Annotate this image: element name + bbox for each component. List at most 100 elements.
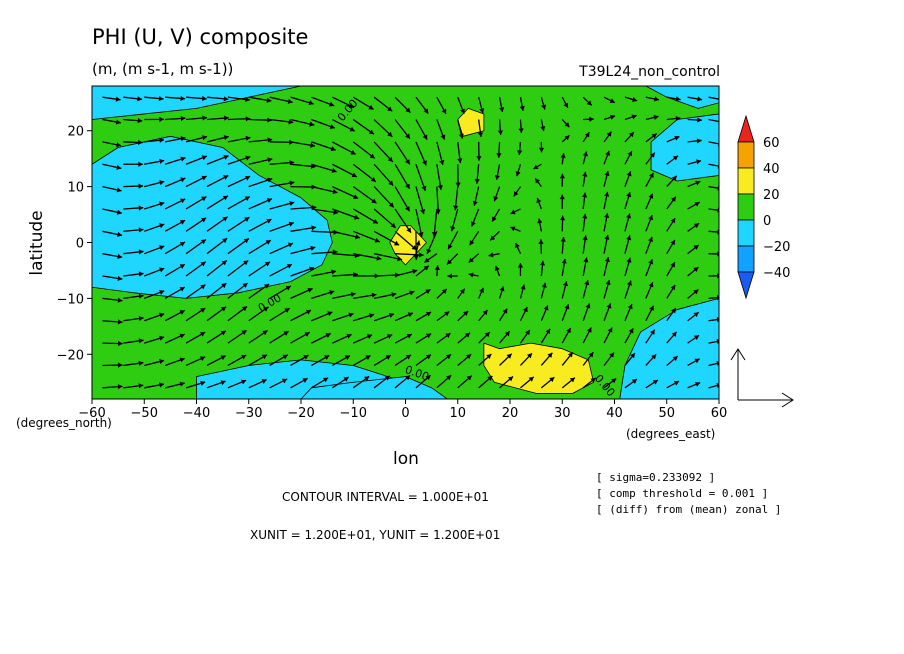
wind-vector — [666, 217, 676, 232]
wind-vector — [185, 155, 208, 165]
wind-vector — [102, 141, 122, 148]
wind-vector — [582, 257, 589, 277]
wind-vector — [498, 97, 505, 113]
wind-vector — [185, 115, 208, 121]
chart-title: PHI (U, V) composite — [92, 25, 308, 49]
colorbar-label: 60 — [763, 136, 780, 151]
wind-vector — [499, 375, 514, 389]
wind-vector — [645, 214, 653, 232]
wind-vector — [415, 141, 427, 166]
wind-vector — [624, 235, 632, 254]
wind-vector — [373, 375, 391, 389]
wind-vector — [415, 288, 431, 299]
wind-vector — [536, 197, 542, 210]
wind-vector — [185, 331, 206, 344]
wind-vector — [645, 133, 658, 143]
wind-vector — [603, 191, 610, 210]
wind-vector — [206, 380, 226, 389]
wind-vector — [311, 290, 335, 300]
wind-vector — [559, 194, 565, 209]
note-threshold: [ comp threshold = 0.001 ] — [596, 487, 769, 500]
wind-vector — [206, 259, 228, 277]
wind-vector — [269, 242, 294, 255]
wind-vector — [352, 163, 377, 183]
wind-vector — [457, 96, 465, 114]
colorbar-band — [737, 141, 755, 169]
wind-vector — [561, 351, 574, 366]
wind-vector — [144, 359, 165, 367]
x-axis-label: lon — [393, 449, 419, 469]
wind-vector — [496, 141, 502, 158]
vector-units-text: XUNIT = 1.200E+01, YUNIT = 1.200E+01 — [250, 528, 501, 542]
wind-vector — [394, 96, 411, 114]
wind-vector — [517, 141, 523, 155]
wind-vector — [645, 305, 655, 322]
wind-vector — [708, 316, 719, 323]
wind-vector — [582, 280, 590, 299]
wind-vector — [144, 180, 165, 188]
wind-vector — [102, 96, 121, 102]
wind-vector — [373, 96, 393, 112]
wind-vector — [290, 354, 309, 367]
wind-vector — [165, 115, 186, 122]
wind-vector — [332, 312, 354, 322]
wind-vector — [624, 213, 632, 232]
wind-vector — [603, 327, 613, 344]
wind-vector — [164, 177, 186, 188]
wind-vector — [332, 291, 356, 300]
wind-vector — [603, 170, 610, 187]
wind-vector — [624, 280, 632, 299]
wind-vector — [446, 253, 459, 265]
wind-vector — [373, 208, 397, 229]
wind-vector — [687, 334, 700, 344]
wind-vector — [123, 271, 144, 277]
wind-vector — [102, 319, 123, 325]
wind-vector — [687, 117, 702, 123]
wind-vector — [164, 333, 185, 344]
x-tick-label: −50 — [131, 406, 158, 421]
wind-vector — [144, 116, 164, 122]
wind-vector — [582, 213, 588, 232]
wind-vector — [519, 284, 526, 299]
wind-vector — [519, 352, 533, 366]
wind-vector — [248, 306, 269, 322]
wind-vector — [624, 378, 638, 389]
wind-vector — [332, 333, 352, 344]
wind-vector — [227, 305, 248, 322]
wind-vector — [248, 157, 273, 165]
wind-vector — [123, 315, 144, 322]
wind-vector — [559, 215, 566, 232]
wind-vector — [645, 259, 654, 277]
wind-vector — [290, 118, 315, 127]
wind-vector — [248, 239, 272, 255]
wind-vector — [447, 273, 458, 279]
wind-vector — [645, 236, 653, 254]
wind-vector — [123, 118, 143, 124]
wind-vector — [478, 97, 485, 114]
wind-vector — [510, 208, 521, 215]
wind-vector — [478, 353, 492, 366]
wind-vector — [666, 155, 679, 165]
wind-vector — [352, 186, 377, 204]
wind-vector — [144, 201, 165, 210]
y-tick-label: 20 — [67, 125, 84, 140]
x-tick-label: −10 — [340, 406, 367, 421]
wind-vector — [582, 327, 592, 344]
wind-vector — [394, 268, 418, 277]
wind-vector — [645, 193, 654, 210]
wind-vector — [248, 198, 273, 210]
wind-vector — [517, 263, 524, 277]
wind-vector — [561, 119, 570, 128]
wind-vector — [415, 374, 432, 389]
wind-vector — [185, 217, 207, 232]
wind-vector — [426, 231, 438, 255]
wind-vector — [540, 328, 551, 344]
wind-vector — [394, 290, 415, 300]
x-tick-label: −40 — [183, 406, 210, 421]
y-tick-label: 0 — [76, 237, 84, 252]
wind-vector — [494, 164, 501, 181]
wind-vector — [436, 96, 447, 115]
wind-vector — [603, 377, 617, 389]
wind-vector — [561, 327, 572, 344]
wind-vector — [624, 191, 632, 210]
